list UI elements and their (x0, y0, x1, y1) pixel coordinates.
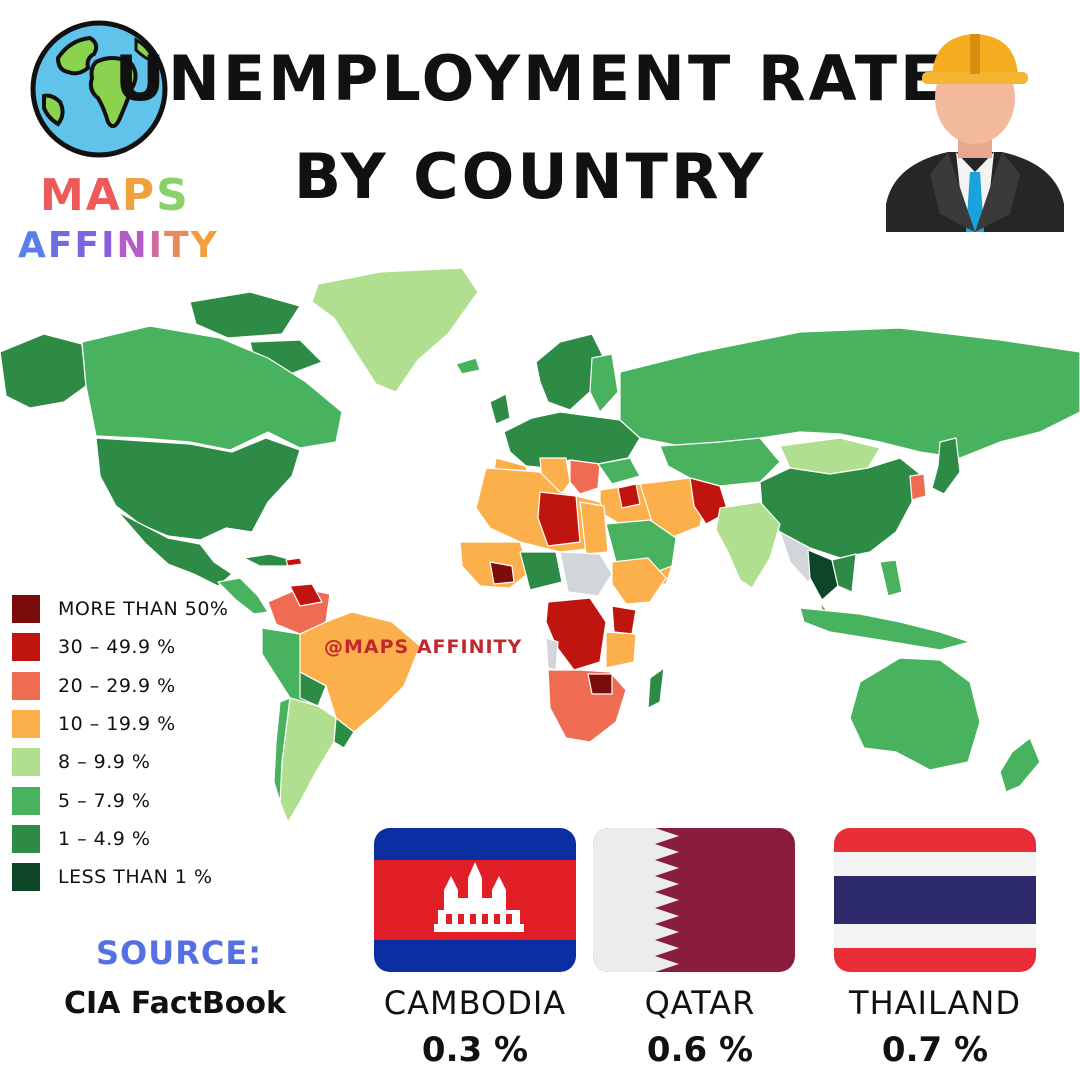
legend-label: 10 – 19.9 % (58, 713, 176, 736)
highlight-value-1: 0.3 % (421, 1030, 529, 1070)
legend-label: LESS THAN 1 % (58, 866, 213, 889)
source-value: CIA FactBook (64, 986, 286, 1021)
legend-label: MORE THAN 50% (58, 598, 229, 621)
legend-item: 5 – 7.9 % (12, 781, 228, 819)
legend-swatch (12, 633, 40, 662)
legend-swatch (12, 671, 40, 700)
legend-item: 1 – 4.9 % (12, 820, 228, 858)
legend-label: 20 – 29.9 % (58, 674, 176, 697)
qatar-flag (593, 828, 795, 972)
legend-item: 10 – 19.9 % (12, 705, 228, 743)
globe-icon (28, 18, 170, 160)
worker-icon (884, 14, 1066, 234)
page-title: UNEMPLOYMENT RATE (114, 42, 946, 115)
legend-swatch (12, 824, 40, 853)
legend-label: 5 – 7.9 % (58, 789, 151, 812)
legend-swatch (12, 863, 40, 892)
legend-swatch (12, 595, 40, 624)
brand-line2: AFFINITY (18, 225, 219, 266)
legend-label: 1 – 4.9 % (58, 827, 151, 850)
legend-label: 8 – 9.9 % (58, 751, 151, 774)
cambodia-flag (374, 828, 576, 972)
highlight-country-3: THAILAND (849, 984, 1021, 1022)
highlight-country-2: QATAR (644, 984, 756, 1022)
legend-item: LESS THAN 1 % (12, 858, 228, 896)
highlight-country-1: CAMBODIA (383, 984, 567, 1022)
legend-swatch (12, 710, 40, 739)
legend-label: 30 – 49.9 % (58, 636, 176, 659)
page-subtitle: BY COUNTRY (293, 140, 767, 213)
world-map (0, 262, 1080, 832)
map-legend: MORE THAN 50% 30 – 49.9 % 20 – 29.9 % 10 – … (12, 590, 228, 896)
legend-item: 20 – 29.9 % (12, 667, 228, 705)
highlight-value-2: 0.6 % (646, 1030, 754, 1070)
source-label: SOURCE: (96, 934, 263, 972)
legend-item: 8 – 9.9 % (12, 743, 228, 781)
brand-line1: MAPS (40, 170, 190, 221)
legend-item: 30 – 49.9 % (12, 628, 228, 666)
watermark: @MAPS AFFINITY (324, 636, 523, 658)
legend-swatch (12, 786, 40, 815)
legend-item: MORE THAN 50% (12, 590, 228, 628)
highlight-value-3: 0.7 % (881, 1030, 989, 1070)
thailand-flag (834, 828, 1036, 972)
legend-swatch (12, 748, 40, 777)
